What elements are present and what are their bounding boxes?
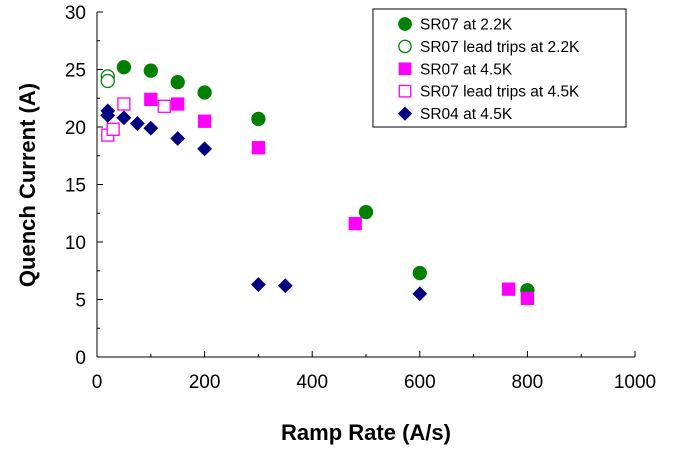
data-point [157,99,171,113]
data-point [348,216,362,231]
y-tick-label: 30 [65,3,86,24]
data-point [250,277,266,292]
data-point [197,85,212,100]
data-point [197,114,212,128]
legend-marker [398,17,412,31]
axes: 0 5 10 15 20 25 30 0 200 400 600 800 1000 [65,3,656,393]
legend-entry-label: SR07 at 4.5K [420,61,513,78]
x-axis-title: Ramp Rate (A/s) [281,420,451,445]
data-point [117,97,131,111]
y-tick-label: 20 [65,118,86,139]
legend-entry-label: SR07 at 2.2K [420,17,513,34]
data-point [358,204,374,220]
series-2 [100,69,115,89]
data-point [143,63,158,78]
data-point [501,282,516,296]
data-point [251,111,266,127]
y-tick-label: 25 [65,61,86,82]
legend-marker [398,62,412,76]
x-tick-label: 400 [296,372,328,393]
data-point [129,116,145,131]
y-axis-title: Quench Current (A) [15,83,40,287]
y-tick-label: 15 [65,176,86,197]
data-point [520,291,535,306]
data-point [412,265,427,281]
y-tick-label: 10 [65,233,86,254]
data-point [171,97,185,111]
data-point [100,73,115,89]
legend-entry-label: SR07 lead trips at 4.5K [420,84,580,101]
data-points [100,60,535,306]
series-1 [116,60,535,298]
data-point [116,110,132,126]
data-point [277,278,293,294]
data-point [251,141,266,155]
x-tick-label: 600 [404,372,436,393]
x-tick-label: 200 [189,372,221,393]
data-point [116,60,132,75]
series-4 [101,97,171,142]
legend: SR07 at 2.2K SR07 lead trips at 2.2K SR07 … [372,8,627,128]
x-tick-label: 0 [92,372,103,393]
data-point [144,92,158,107]
y-tick-label: 0 [75,348,86,369]
legend-marker [397,106,413,121]
data-point [170,131,186,146]
data-point [412,286,428,302]
data-point [197,141,213,157]
data-point [170,75,185,90]
legend-entry-label: SR07 lead trips at 2.2K [420,39,580,56]
series-5 [100,103,428,302]
legend-marker [398,84,412,98]
legend-box [372,8,627,128]
data-point [100,108,116,123]
series-3 [144,92,535,306]
x-tick-label: 1000 [614,372,656,393]
legend-marker [398,39,412,54]
x-tick-label: 800 [512,372,544,393]
y-tick-label: 5 [75,291,86,312]
legend-entry-label: SR04 at 4.5K [420,106,513,123]
data-point [143,120,159,136]
data-point [106,122,120,136]
